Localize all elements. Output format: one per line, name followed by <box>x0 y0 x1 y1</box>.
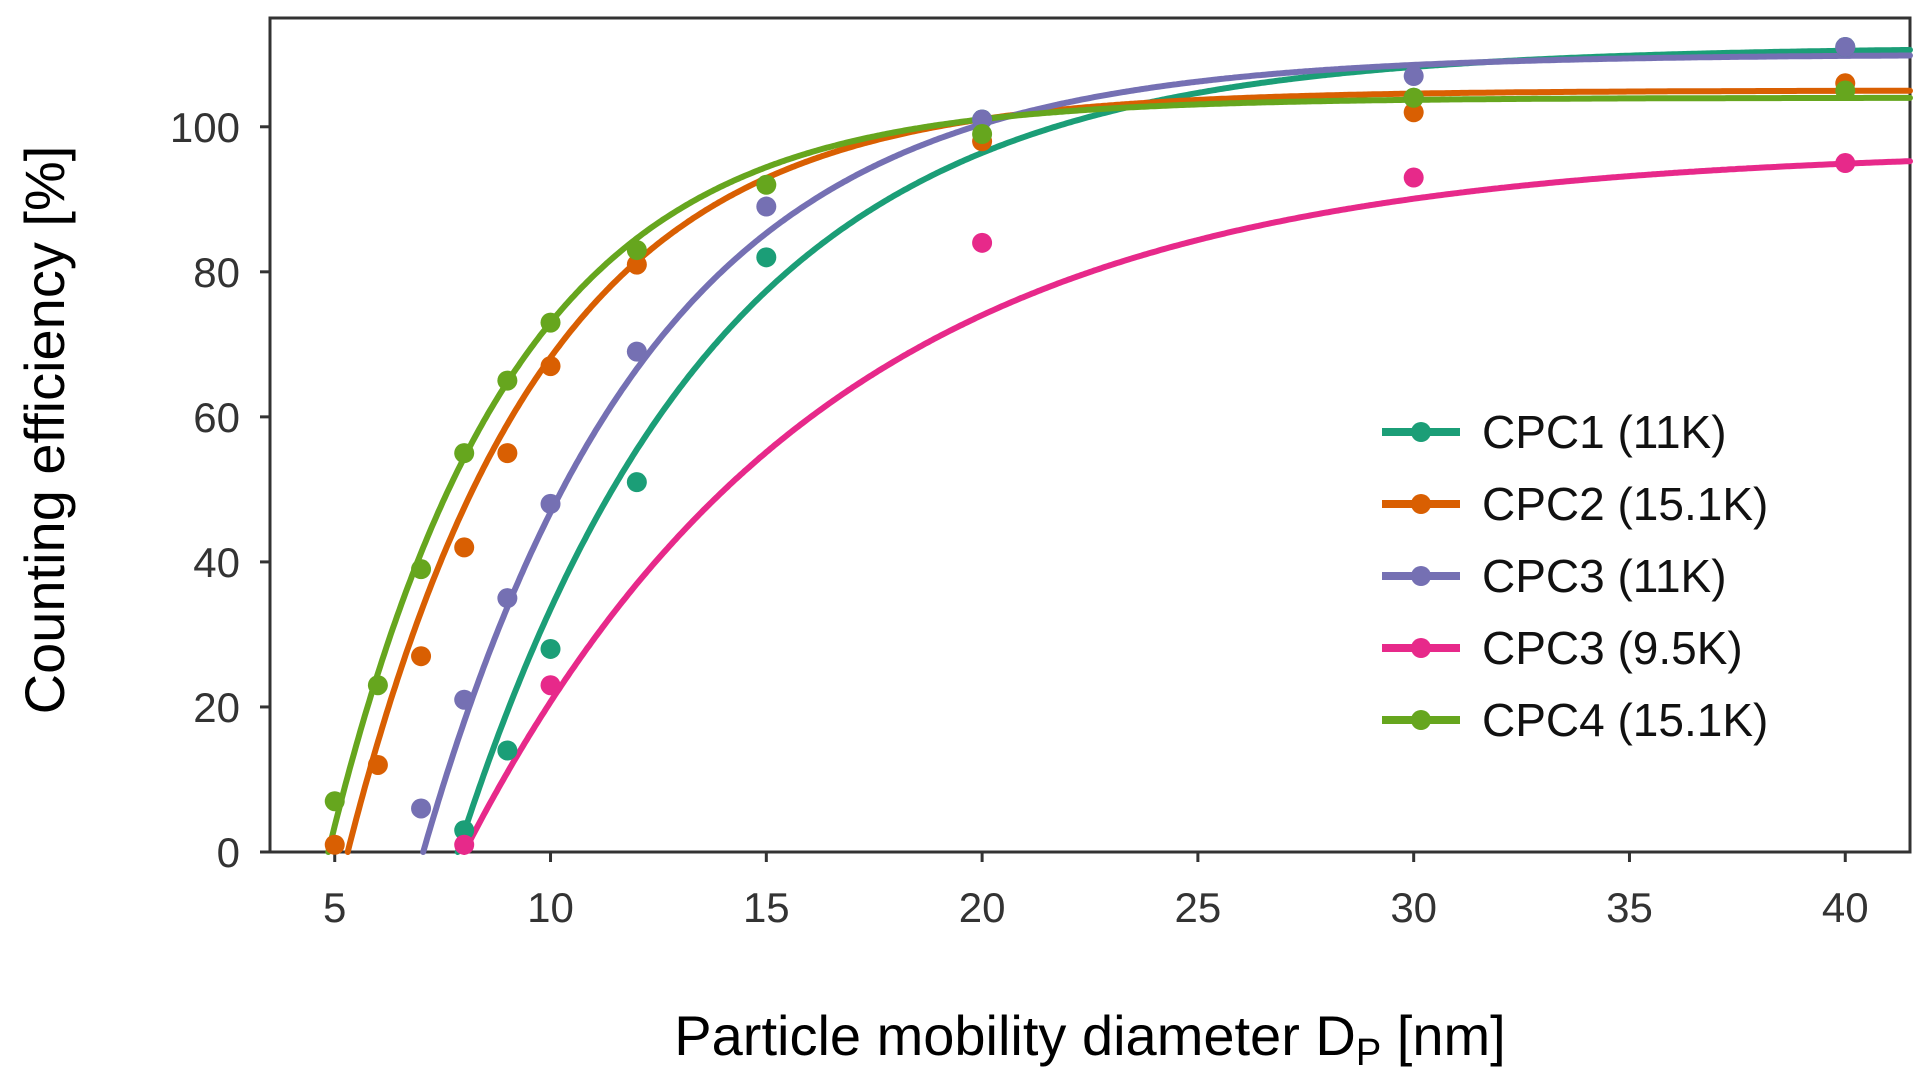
data-point <box>540 356 561 377</box>
x-axis-title-subscript: P <box>1356 1032 1381 1074</box>
x-axis-title-space <box>1381 1004 1397 1067</box>
data-point <box>454 689 475 710</box>
x-tick-label: 40 <box>1822 884 1869 931</box>
y-tick-label: 40 <box>193 539 240 586</box>
fit-curve-series-3 <box>420 52 1913 855</box>
data-point <box>324 791 345 812</box>
data-point <box>756 174 777 195</box>
fit-curve-series-2 <box>344 87 1913 855</box>
x-tick-label: 30 <box>1390 884 1437 931</box>
legend-label: CPC2 (15.1K) <box>1482 478 1768 530</box>
x-tick-label: 35 <box>1606 884 1653 931</box>
legend-label: CPC1 (11K) <box>1482 406 1727 458</box>
data-point <box>454 820 475 841</box>
x-tick-label: 25 <box>1175 884 1222 931</box>
data-point <box>497 588 518 609</box>
data-point <box>626 341 647 362</box>
data-point <box>411 646 432 667</box>
x-axis-title-unit: [nm] <box>1397 1004 1506 1067</box>
data-points <box>324 37 1856 855</box>
data-point <box>540 312 561 333</box>
x-tick-label: 15 <box>743 884 790 931</box>
legend-marker <box>1411 638 1431 658</box>
legend-marker <box>1411 422 1431 442</box>
data-point <box>367 754 388 775</box>
fit-curve-series-1 <box>454 46 1913 855</box>
legend-marker <box>1411 494 1431 514</box>
legend-marker <box>1411 566 1431 586</box>
data-point <box>1403 87 1424 108</box>
data-point <box>756 247 777 268</box>
x-tick-label: 10 <box>527 884 574 931</box>
data-point <box>540 675 561 696</box>
fit-curve-series-5 <box>325 94 1913 855</box>
data-point <box>367 675 388 696</box>
data-point <box>1835 80 1856 101</box>
legend-label: CPC3 (9.5K) <box>1482 622 1743 674</box>
y-tick-label: 0 <box>217 829 240 876</box>
legend-label: CPC4 (15.1K) <box>1482 694 1768 746</box>
data-point <box>324 834 345 855</box>
data-point <box>454 443 475 464</box>
data-point <box>1403 66 1424 87</box>
data-point <box>411 798 432 819</box>
data-point <box>626 254 647 275</box>
x-axis-ticks: 5 10 15 20 25 30 35 40 <box>323 852 1869 931</box>
fit-curve-series-4 <box>461 158 1913 855</box>
data-point <box>1835 153 1856 174</box>
data-point <box>626 472 647 493</box>
fit-curves <box>325 46 1913 855</box>
x-tick-label: 5 <box>323 884 346 931</box>
data-point <box>497 740 518 761</box>
data-point <box>972 109 993 130</box>
y-axis-title: Counting efficiency [%] <box>13 146 76 715</box>
legend-label: CPC3 (11K) <box>1482 550 1727 602</box>
x-axis-title-main: Particle mobility diameter D <box>674 1004 1356 1067</box>
data-point <box>1835 37 1856 58</box>
legend-marker <box>1411 710 1431 730</box>
data-point <box>454 834 475 855</box>
data-point <box>454 537 475 558</box>
data-point <box>497 443 518 464</box>
data-point <box>497 370 518 391</box>
data-point <box>1403 167 1424 188</box>
y-tick-label: 60 <box>193 394 240 441</box>
y-tick-label: 20 <box>193 684 240 731</box>
data-point <box>972 232 993 253</box>
y-axis-ticks: 0 20 40 60 80 100 <box>170 104 270 876</box>
y-tick-label: 80 <box>193 249 240 296</box>
data-point <box>626 240 647 261</box>
data-point <box>756 196 777 217</box>
plot-frame <box>268 16 1912 854</box>
data-point <box>540 638 561 659</box>
legend: CPC1 (11K) CPC2 (15.1K) CPC3 (11K) CPC3 (9.… <box>1382 406 1768 746</box>
data-point <box>411 559 432 580</box>
data-point <box>972 124 993 145</box>
data-point <box>540 493 561 514</box>
data-point <box>1403 102 1424 123</box>
x-tick-label: 20 <box>959 884 1006 931</box>
y-tick-label: 100 <box>170 104 240 151</box>
x-axis-title: Particle mobility diameter DP [nm] <box>674 1004 1505 1074</box>
